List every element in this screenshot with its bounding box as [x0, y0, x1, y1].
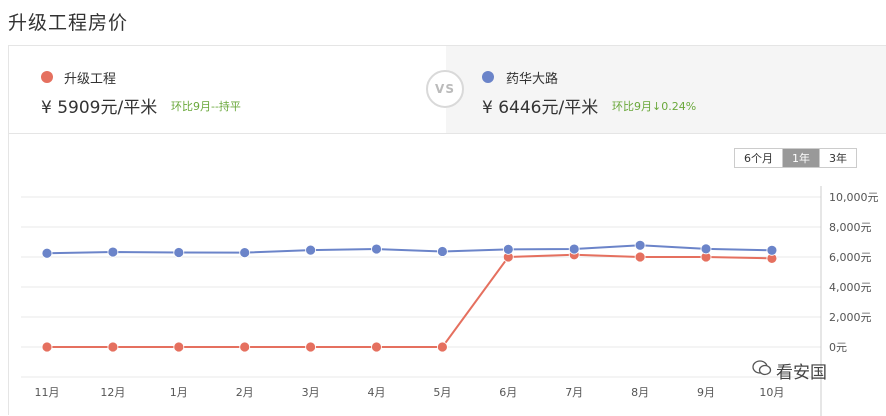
- data-point-series-2: [305, 244, 317, 256]
- community-right: 药华大路 ¥ 6446元/平米 环比9月↓0.24%: [446, 46, 886, 133]
- x-tick-label: 8月: [631, 386, 649, 399]
- price-comparison-panel: 升级工程 ¥ 5909元/平米 环比9月--持平 药华大路 ¥ 6446元/平米…: [8, 45, 886, 416]
- x-tick-label: 1月: [170, 386, 188, 399]
- change-right: 环比9月↓0.24%: [612, 100, 697, 113]
- data-point-series-2: [436, 246, 448, 257]
- data-point-series-1: [107, 341, 119, 353]
- data-point-series-2: [568, 243, 580, 255]
- community-name-left: 升级工程: [64, 72, 117, 87]
- x-tick-label: 4月: [368, 386, 386, 399]
- data-point-series-2: [700, 243, 712, 255]
- x-tick-label: 10月: [759, 386, 784, 399]
- legend-dot-right: [482, 71, 494, 83]
- price-right: ¥ 6446元/平米: [482, 98, 599, 118]
- legend-dot-left: [41, 71, 53, 83]
- x-tick-label: 2月: [236, 386, 254, 399]
- change-left: 环比9月--持平: [171, 100, 241, 113]
- y-tick-label: 10,000元: [829, 191, 879, 204]
- x-tick-label: 9月: [697, 386, 715, 399]
- data-point-series-1: [239, 341, 251, 353]
- data-point-series-1: [371, 341, 382, 353]
- community-name-right: 药华大路: [506, 72, 559, 87]
- range-3-years-button[interactable]: 3年: [819, 149, 856, 167]
- wechat-icon: [752, 359, 772, 382]
- data-point-series-2: [371, 243, 382, 255]
- data-point-series-1: [41, 341, 53, 353]
- data-point-series-2: [502, 243, 514, 255]
- vs-badge: VS: [426, 70, 464, 108]
- range-1-year-button[interactable]: 1年: [782, 149, 819, 167]
- price-trend-chart: 0元 2,000元 4,000元 6,000元 8,000元 10,000元 11月 12月 1…: [21, 186, 879, 416]
- comparison-header: 升级工程 ¥ 5909元/平米 环比9月--持平 药华大路 ¥ 6446元/平米…: [9, 46, 886, 134]
- y-tick-label: 4,000元: [829, 281, 872, 294]
- x-tick-label: 7月: [565, 386, 583, 399]
- y-tick-label: 8,000元: [829, 221, 872, 234]
- data-point-series-2: [107, 246, 119, 258]
- data-point-series-2: [239, 247, 251, 259]
- time-range-selector: 6个月 1年 3年: [734, 148, 857, 168]
- data-point-series-2: [173, 247, 185, 258]
- y-tick-label: 6,000元: [829, 251, 872, 264]
- x-tick-label: 6月: [499, 386, 517, 399]
- data-point-series-2: [766, 244, 778, 256]
- watermark-text: 看安国: [776, 363, 827, 383]
- x-tick-label: 11月: [35, 386, 60, 399]
- community-left: 升级工程 ¥ 5909元/平米 环比9月--持平: [9, 46, 446, 133]
- range-6-months-button[interactable]: 6个月: [735, 149, 782, 167]
- y-tick-label: 2,000元: [829, 311, 872, 324]
- data-point-series-1: [634, 251, 646, 263]
- series-line-2: [46, 244, 772, 255]
- price-left: ¥ 5909元/平米: [41, 98, 158, 118]
- data-point-series-1: [305, 341, 317, 353]
- data-point-series-2: [634, 239, 646, 251]
- data-point-series-1: [436, 341, 448, 353]
- watermark: 看安国: [752, 358, 827, 383]
- x-tick-label: 12月: [100, 386, 125, 399]
- page-title: 升级工程房价: [8, 12, 129, 34]
- data-point-series-2: [41, 247, 53, 259]
- series-line-1: [47, 253, 772, 348]
- y-tick-label: 0元: [829, 341, 847, 354]
- data-point-series-1: [173, 341, 185, 353]
- x-tick-label: 5月: [433, 386, 451, 399]
- x-tick-label: 3月: [302, 386, 320, 399]
